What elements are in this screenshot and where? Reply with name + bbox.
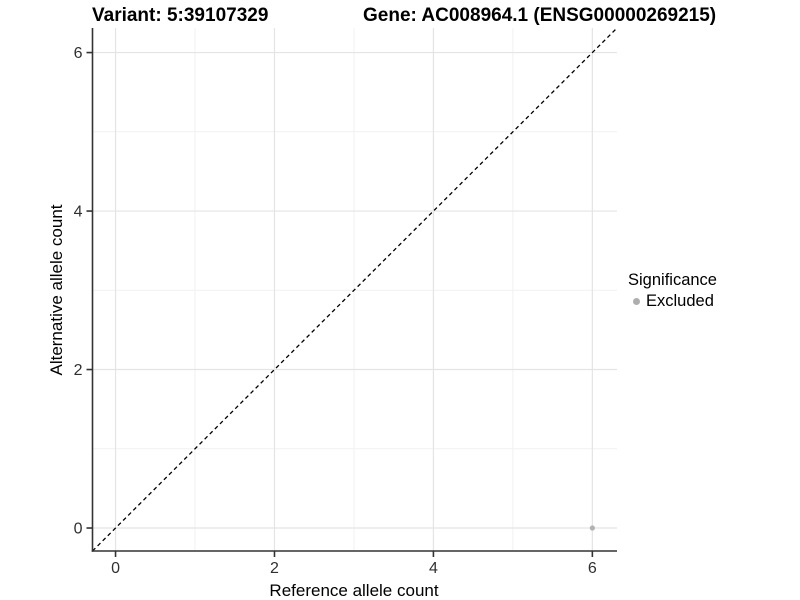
x-tick-label: 2 <box>270 560 279 577</box>
legend-items: Excluded <box>628 292 717 311</box>
x-tick-label: 6 <box>588 560 597 577</box>
x-axis-title: Reference allele count <box>269 581 439 600</box>
y-tick-label: 0 <box>74 521 83 538</box>
x-tick-label: 0 <box>111 560 120 577</box>
legend-key-dot <box>633 298 640 305</box>
legend-item-label: Excluded <box>646 292 714 310</box>
data-point <box>589 525 595 531</box>
gene-title: Gene: AC008964.1 (ENSG00000269215) <box>363 5 717 26</box>
y-tick-label: 4 <box>74 204 83 221</box>
legend: Significance Excluded <box>628 271 717 311</box>
x-tick-label: 4 <box>429 560 438 577</box>
identity-dashed-line <box>92 27 618 552</box>
y-axis-title: Alternative allele count <box>47 204 66 376</box>
y-tick-label: 6 <box>74 45 83 62</box>
variant-title: Variant: 5:39107329 <box>92 5 269 26</box>
legend-title: Significance <box>628 271 717 289</box>
legend-item: Excluded <box>628 292 717 311</box>
y-tick-label: 2 <box>74 362 83 379</box>
